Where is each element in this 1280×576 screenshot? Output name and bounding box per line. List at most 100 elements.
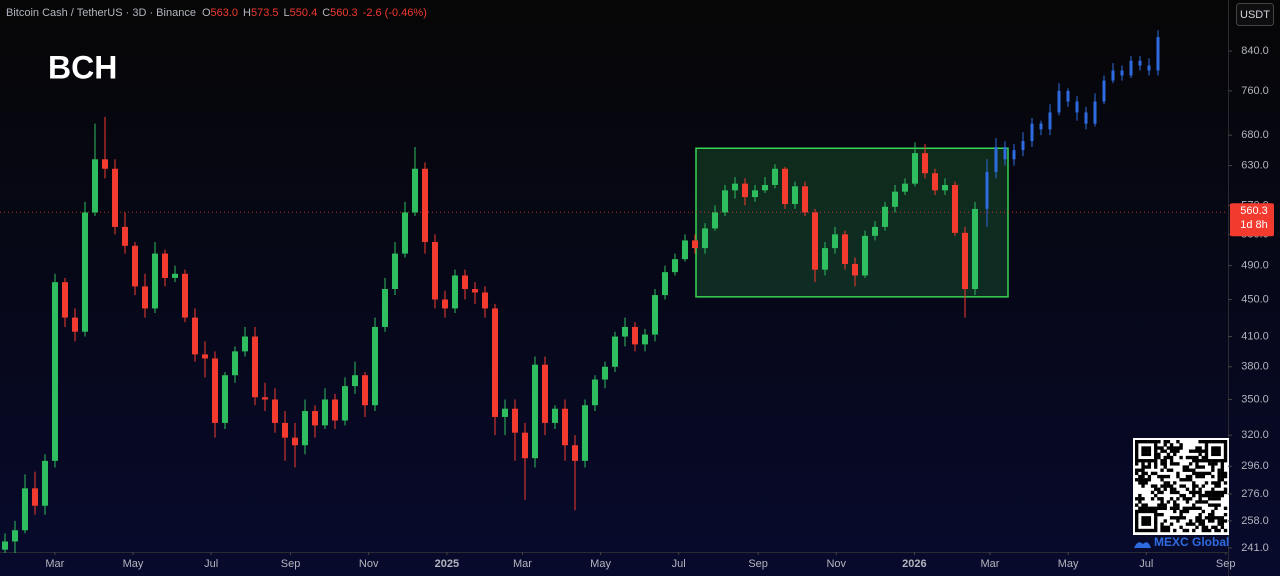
- qr-module: [1223, 452, 1228, 457]
- y-tick-label: 350.0: [1241, 393, 1269, 405]
- qr-module: [1176, 519, 1180, 523]
- x-tick-label: Sep: [748, 558, 768, 570]
- x-tick-label: 2025: [435, 558, 459, 570]
- qr-module: [1169, 484, 1174, 488]
- candle-body: [852, 263, 858, 276]
- qr-module: [1195, 516, 1199, 520]
- qr-module: [1179, 512, 1183, 517]
- qr-module: [1217, 493, 1221, 498]
- qr-module: [1147, 509, 1152, 514]
- qr-module: [1223, 490, 1228, 495]
- candle-body: [472, 289, 478, 293]
- qr-module: [1217, 516, 1221, 520]
- qr-module: [1211, 468, 1215, 472]
- qr-module: [1150, 459, 1155, 463]
- qr-module: [1176, 497, 1180, 501]
- qr-module: [1220, 516, 1225, 520]
- qr-module: [1185, 528, 1190, 533]
- qr-module: [1192, 481, 1196, 485]
- qr-module: [1135, 452, 1139, 457]
- qr-module: [1188, 474, 1193, 479]
- qr-module: [1201, 519, 1205, 523]
- qr-module: [1154, 455, 1158, 460]
- qr-module: [1154, 440, 1158, 444]
- candle-body: [2, 541, 8, 550]
- qr-module: [1192, 468, 1196, 472]
- qr-module: [1163, 525, 1167, 530]
- candle-body: [902, 183, 908, 192]
- qr-module: [1223, 512, 1228, 517]
- qr-module: [1223, 519, 1228, 523]
- qr-module: [1198, 471, 1202, 476]
- qr-module: [1176, 446, 1180, 450]
- qr-module: [1223, 528, 1228, 533]
- candle-body: [202, 354, 208, 359]
- qr-module: [1160, 506, 1164, 510]
- qr-module: [1144, 506, 1148, 510]
- qr-module: [1169, 497, 1174, 501]
- candle-body: [512, 408, 518, 433]
- candle-body: [952, 184, 958, 233]
- qr-module: [1207, 440, 1212, 444]
- qr-module: [1135, 468, 1139, 472]
- qr-module: [1220, 440, 1225, 444]
- qr-module: [1195, 525, 1199, 530]
- qr-module: [1204, 440, 1209, 444]
- qr-module: [1160, 459, 1164, 463]
- candle-body: [862, 235, 868, 276]
- candle-body: [482, 292, 488, 309]
- candle-body: [802, 186, 808, 213]
- qr-module: [1176, 503, 1180, 507]
- candle-body: [102, 159, 108, 169]
- qr-module: [1188, 449, 1193, 453]
- qr-module: [1147, 452, 1152, 457]
- qr-module: [1207, 497, 1212, 501]
- x-tick-label: Nov: [359, 558, 379, 570]
- candle-body: [642, 334, 648, 345]
- qr-module: [1173, 490, 1177, 495]
- qr-module: [1214, 440, 1218, 444]
- qr-module: [1204, 500, 1209, 504]
- qr-module: [1176, 449, 1180, 453]
- candle-body: [692, 240, 698, 249]
- candle-body: [1120, 70, 1124, 76]
- currency-label[interactable]: USDT: [1240, 9, 1270, 21]
- qr-module: [1198, 497, 1202, 501]
- qr-module: [1195, 484, 1199, 488]
- qr-module: [1182, 493, 1186, 498]
- candle-body: [985, 171, 989, 209]
- currency-button[interactable]: [1236, 3, 1274, 26]
- qr-module: [1201, 525, 1205, 530]
- qr-module: [1214, 493, 1218, 498]
- qr-module: [1198, 519, 1202, 523]
- qr-module: [1138, 500, 1142, 504]
- qr-module: [1179, 478, 1183, 482]
- qr-module: [1173, 503, 1177, 507]
- qr-module: [1188, 455, 1193, 460]
- qr-module: [1157, 452, 1161, 457]
- qr-module: [1135, 459, 1139, 463]
- candle-body: [832, 234, 838, 249]
- y-tick-label: 296.0: [1241, 460, 1269, 472]
- x-tick-label: Jul: [672, 558, 686, 570]
- qr-module: [1185, 522, 1190, 526]
- qr-module: [1217, 471, 1221, 476]
- candle-body: [552, 408, 558, 423]
- qr-module: [1214, 452, 1218, 457]
- qr-module: [1138, 493, 1142, 498]
- qr-module: [1163, 484, 1167, 488]
- qr-module: [1220, 468, 1225, 472]
- qr-module: [1179, 443, 1183, 447]
- qr-module: [1207, 516, 1212, 520]
- qr-module: [1141, 468, 1145, 472]
- qr-module: [1141, 478, 1145, 482]
- qr-module: [1173, 509, 1177, 514]
- candle-body: [392, 253, 398, 290]
- qr-module: [1179, 484, 1183, 488]
- legend-header: Bitcoin Cash / TetherUS · 3D · Binance O5…: [6, 7, 427, 19]
- x-tick-label: Mar: [981, 558, 1000, 570]
- qr-module: [1138, 509, 1142, 514]
- qr-module: [1135, 440, 1139, 444]
- candle-body: [362, 375, 368, 406]
